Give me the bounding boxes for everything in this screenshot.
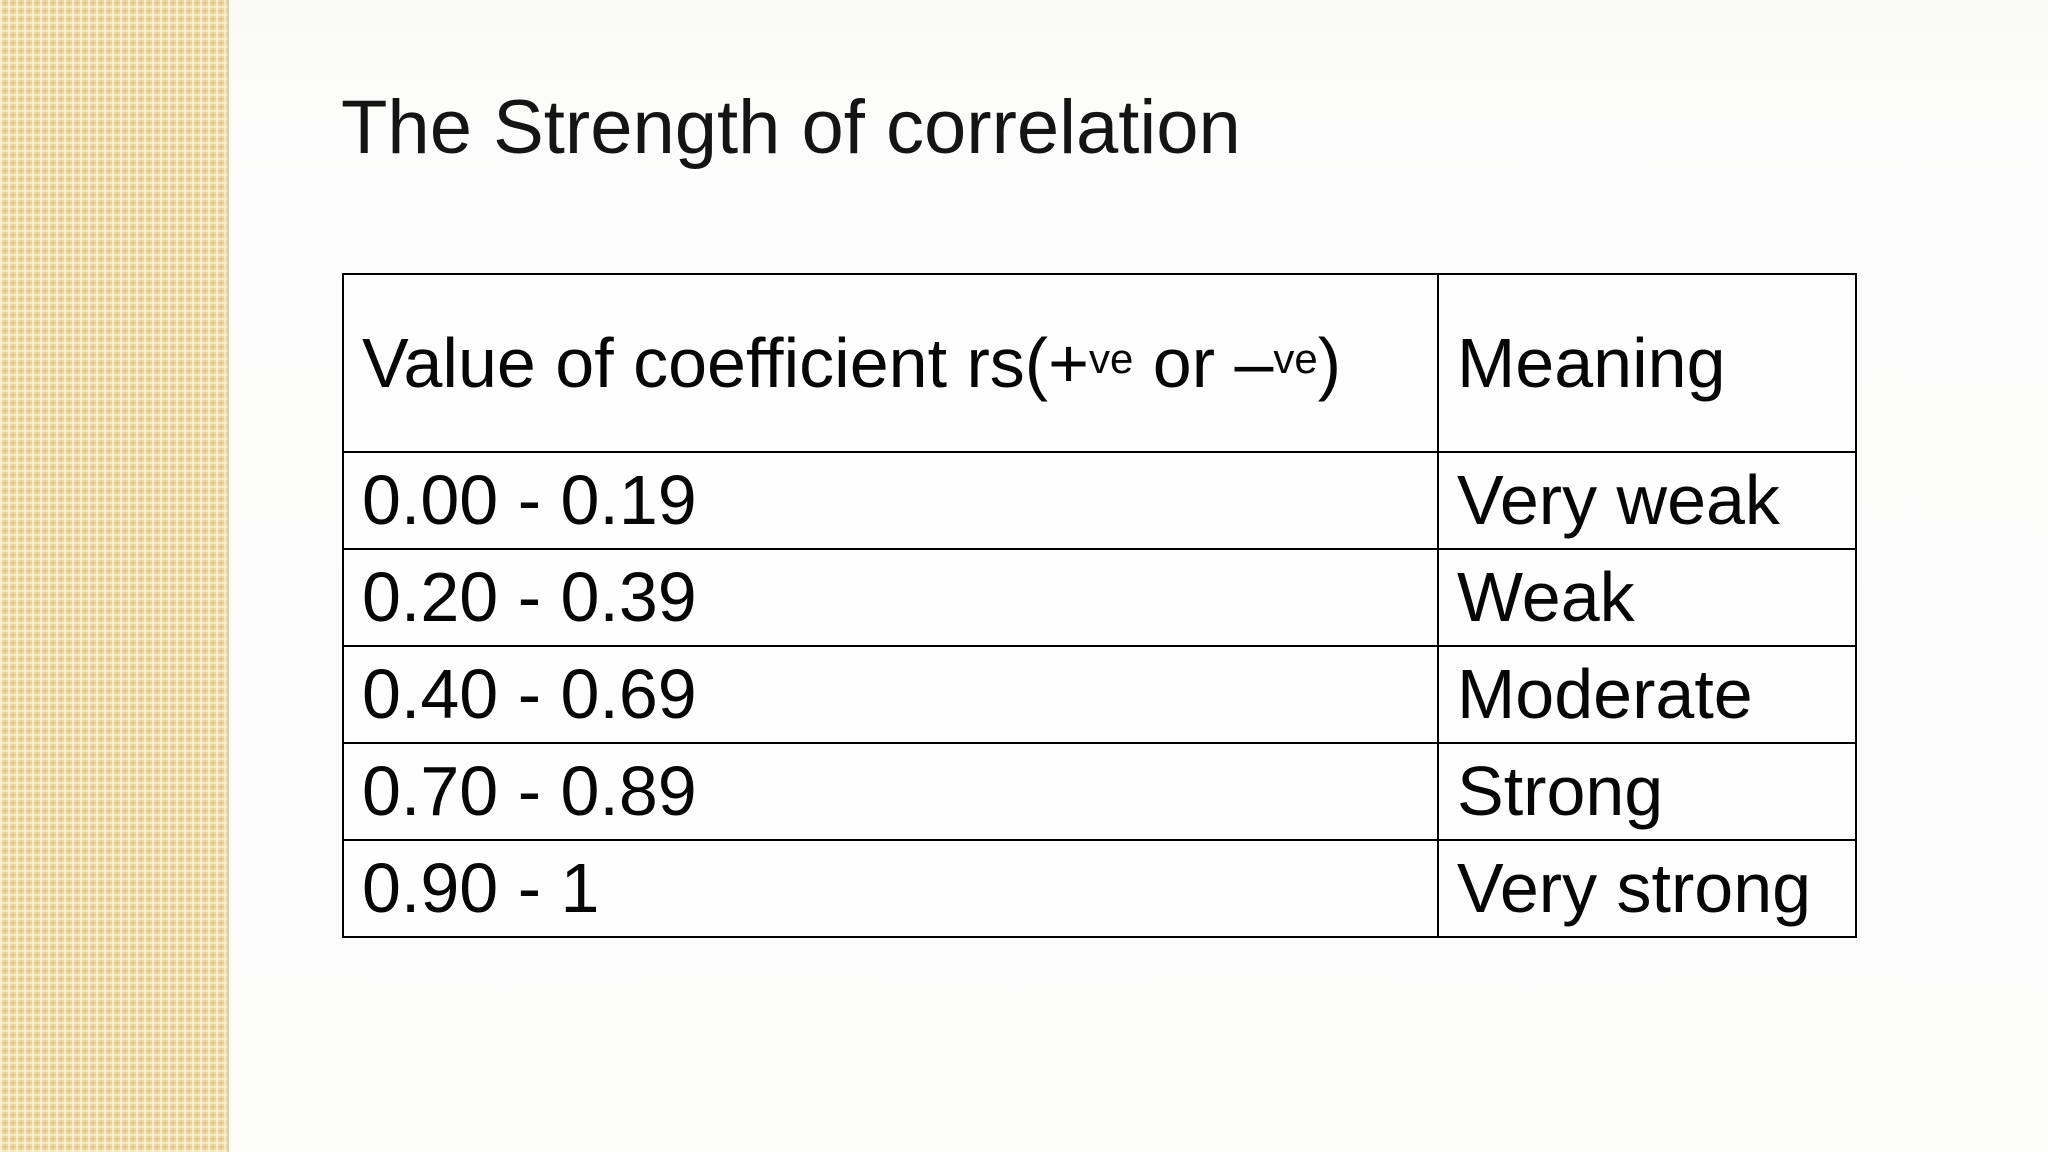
header-cell-coefficient-value: Value of coefficient rs(+ve or –ve) (342, 273, 1439, 453)
header-col1-superscript-positive: ve (1088, 334, 1134, 382)
meaning-cell: Moderate (1437, 645, 1857, 744)
table-row: 0.40 - 0.69 Moderate (342, 645, 1857, 744)
header-col1-superscript-negative: ve (1273, 334, 1318, 382)
sidebar-texture-strip (0, 0, 229, 1152)
meaning-cell: Strong (1437, 742, 1857, 841)
table-row: 0.70 - 0.89 Strong (342, 742, 1857, 841)
header-col1-prefix: Value of coefficient rs(+ (362, 323, 1089, 402)
table-row: 0.00 - 0.19 Very weak (342, 451, 1857, 550)
value-range-cell: 0.70 - 0.89 (342, 742, 1439, 841)
table-row: 0.90 - 1 Very strong (342, 839, 1857, 938)
table-header-row: Value of coefficient rs(+ve or –ve) Mean… (342, 273, 1857, 453)
meaning-cell: Very weak (1437, 451, 1857, 550)
slide-title: The Strength of correlation (341, 85, 1241, 170)
value-range-cell: 0.90 - 1 (342, 839, 1439, 938)
value-range-cell: 0.00 - 0.19 (342, 451, 1439, 550)
meaning-cell: Very strong (1437, 839, 1857, 938)
table-row: 0.20 - 0.39 Weak (342, 548, 1857, 647)
correlation-strength-table: Value of coefficient rs(+ve or –ve) Mean… (342, 273, 1857, 938)
value-range-cell: 0.20 - 0.39 (342, 548, 1439, 647)
header-col1-suffix: ) (1317, 323, 1342, 402)
header-cell-meaning: Meaning (1437, 273, 1857, 453)
value-range-cell: 0.40 - 0.69 (342, 645, 1439, 744)
header-col1-middle: or – (1133, 323, 1274, 402)
meaning-cell: Weak (1437, 548, 1857, 647)
